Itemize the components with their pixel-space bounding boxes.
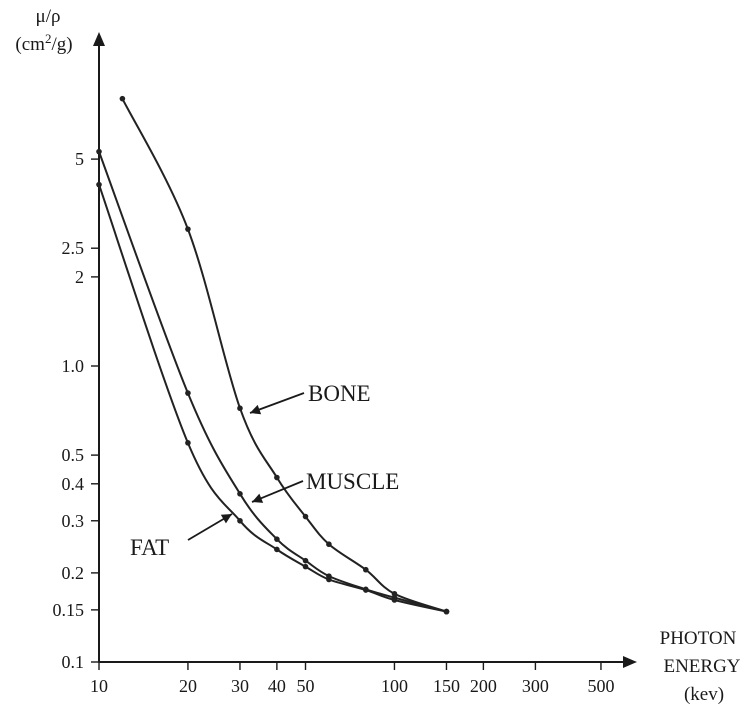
axis-titles: μ/ρ (cm2/g) PHOTON ENERGY (kev): [15, 6, 740, 705]
data-point-fat: [363, 587, 369, 593]
x-tick-label: 100: [381, 676, 408, 696]
leader-arrowhead-muscle: [252, 493, 264, 503]
y-tick-label: 0.5: [62, 445, 85, 465]
y-axis-unit-superscript: 2: [45, 31, 52, 46]
data-point-fat: [391, 597, 398, 603]
leader-arrowhead-fat: [220, 514, 232, 524]
y-tick-label: 2.5: [62, 238, 85, 258]
series-label-muscle: MUSCLE: [306, 469, 399, 494]
data-point-muscle: [274, 536, 280, 542]
data-point-fat: [274, 546, 280, 553]
y-tick-label: 0.1: [62, 652, 85, 672]
data-point-muscle: [237, 491, 243, 497]
data-point-bone: [391, 590, 398, 597]
y-tick-label: 0.2: [62, 563, 85, 583]
y-axis-arrow: [93, 32, 105, 46]
data-point-muscle: [96, 148, 102, 155]
data-point-muscle: [185, 390, 191, 396]
x-axis-title-line-2: ENERGY: [663, 656, 740, 677]
x-tick-label: 40: [268, 676, 286, 696]
x-tick-label: 20: [179, 676, 197, 696]
data-point-bone: [363, 566, 369, 573]
y-tick-label: 1.0: [62, 356, 85, 376]
series-line-bone: [121, 97, 448, 613]
data-point-bone: [119, 95, 126, 102]
axes: [93, 32, 637, 668]
y-tick-label: 5: [75, 149, 84, 169]
ticks: 10 20 30 40 50 100 150 200 300 500 0.1 0.15 0.2 0.3 0.…: [53, 149, 615, 696]
y-tick-label: 0.15: [53, 600, 85, 620]
data-point-fat: [237, 517, 243, 524]
data-point-muscle: [302, 557, 309, 564]
y-tick-label: 0.4: [62, 474, 85, 494]
x-tick-label: 50: [297, 676, 315, 696]
y-axis-unit-base: (cm: [15, 34, 45, 55]
y-tick-label: 0.3: [62, 511, 85, 531]
x-tick-label: 30: [231, 676, 249, 696]
x-axis-title-line-3: (kev): [684, 684, 724, 705]
x-tick-label: 10: [90, 676, 108, 696]
y-tick-label: 2: [75, 267, 84, 287]
data-point-fat: [443, 608, 450, 615]
data-point-bone: [302, 513, 309, 520]
x-tick-label: 300: [522, 676, 549, 696]
series-line-muscle: [98, 150, 448, 613]
y-axis-unit-tail: /g): [51, 34, 72, 55]
series-line-fat: [98, 183, 448, 613]
x-axis-arrow: [623, 656, 637, 668]
y-axis-title: μ/ρ: [36, 6, 61, 27]
series-label-fat: FAT: [130, 535, 169, 560]
data-point-bone: [274, 474, 280, 481]
series-fat: [96, 181, 450, 615]
leader-arrowhead-bone: [250, 404, 262, 415]
x-tick-label: 200: [470, 676, 497, 696]
data-point-fat: [302, 563, 309, 570]
data-point-fat: [326, 576, 332, 583]
y-axis-unit: (cm2/g): [15, 31, 72, 55]
x-tick-label: 150: [433, 676, 460, 696]
data-point-fat: [185, 440, 191, 446]
x-axis-title-line-1: PHOTON: [660, 628, 737, 649]
series: BONE MUSCLE FAT: [96, 95, 450, 615]
series-label-bone: BONE: [308, 381, 371, 406]
data-point-bone: [326, 541, 332, 548]
data-point-bone: [237, 405, 243, 412]
data-point-bone: [185, 226, 191, 232]
data-point-fat: [96, 181, 102, 188]
x-tick-label: 500: [587, 676, 614, 696]
